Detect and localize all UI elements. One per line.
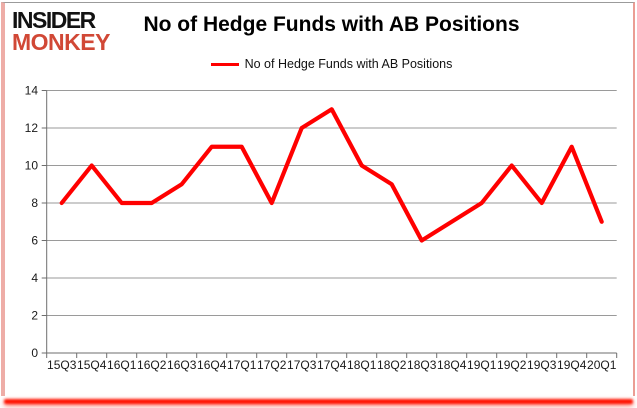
y-tick-label: 2 xyxy=(31,309,38,323)
x-tick-label: 16Q2 xyxy=(137,358,167,372)
x-tick-label: 19Q1 xyxy=(467,358,497,372)
logo-line-insider: INSIDER xyxy=(12,7,96,33)
chart-title: No of Hedge Funds with AB Positions xyxy=(143,13,520,36)
x-tick-label: 15Q4 xyxy=(77,358,107,372)
bottom-accent-bar xyxy=(4,399,633,404)
x-tick-label: 20Q1 xyxy=(587,358,617,372)
x-tick-label: 17Q4 xyxy=(317,358,347,372)
x-tick-label: 18Q2 xyxy=(377,358,407,372)
x-tick-label: 19Q4 xyxy=(557,358,587,372)
y-tick-label: 8 xyxy=(31,196,38,210)
y-tick-label: 14 xyxy=(25,84,39,98)
x-tick-label: 17Q1 xyxy=(227,358,257,372)
legend-label: No of Hedge Funds with AB Positions xyxy=(244,57,453,71)
y-tick-label: 0 xyxy=(31,346,38,360)
x-tick-label: 19Q3 xyxy=(527,358,557,372)
x-tick-label: 19Q2 xyxy=(497,358,527,372)
y-tick-label: 6 xyxy=(31,234,38,248)
x-tick-label: 17Q3 xyxy=(287,358,317,372)
x-tick-label: 18Q4 xyxy=(437,358,467,372)
x-tick-label: 17Q2 xyxy=(257,358,287,372)
x-tick-label: 16Q1 xyxy=(107,358,137,372)
series-line xyxy=(59,107,604,243)
legend-line-swatch xyxy=(210,62,239,66)
y-tick-label: 10 xyxy=(25,159,39,173)
legend: No of Hedge Funds with AB Positions xyxy=(26,57,637,71)
y-tick-label: 12 xyxy=(25,121,39,135)
x-tick-label: 18Q1 xyxy=(347,358,377,372)
x-tick-label: 16Q4 xyxy=(197,358,227,372)
x-tick-label: 18Q3 xyxy=(407,358,437,372)
logo-line-monkey: MONKEY xyxy=(12,29,110,55)
x-tick-label: 15Q3 xyxy=(47,358,77,372)
insider-monkey-logo: INSIDER MONKEY xyxy=(12,7,110,55)
x-tick-label: 16Q3 xyxy=(167,358,197,372)
y-tick-label: 4 xyxy=(31,271,38,285)
